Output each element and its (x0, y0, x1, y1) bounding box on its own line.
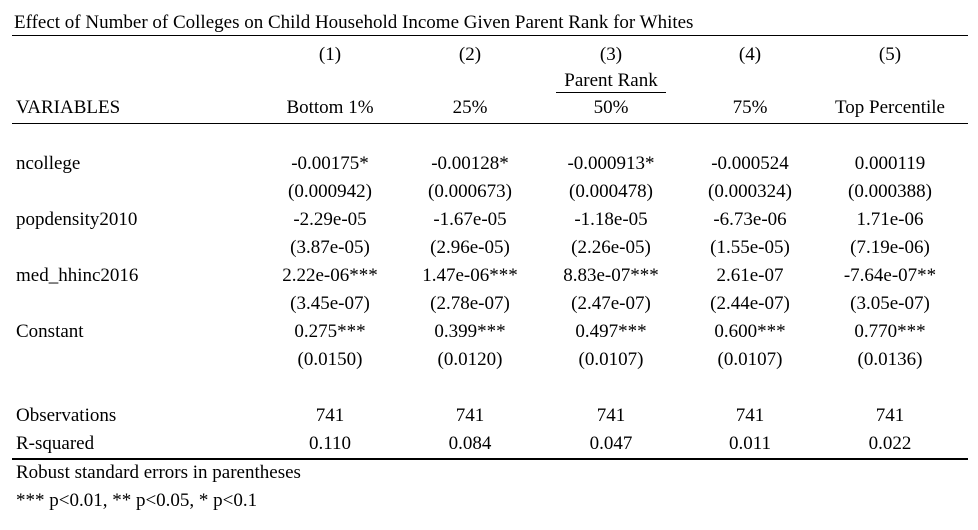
stat-value: 0.110 (308, 433, 352, 454)
stat-value: 741 (596, 405, 626, 426)
row-label-constant: Constant (16, 321, 84, 342)
coef: -1.18e-05 (574, 209, 648, 230)
note-significance: *** p<0.01, ** p<0.05, * p<0.1 (16, 490, 258, 511)
col-number-4: (4) (738, 44, 762, 65)
row-label-ncollege: ncollege (16, 153, 81, 174)
row-label-popdensity2010: popdensity2010 (16, 209, 138, 230)
std-error: (2.44e-07) (710, 293, 790, 314)
row-label-med-hhinc2016: med_hhinc2016 (16, 265, 139, 286)
col-number-3: (3) (599, 44, 623, 65)
rule-top (12, 35, 968, 36)
group-label-underline (556, 92, 666, 93)
coef: -0.00128* (431, 153, 509, 174)
std-error: (0.000324) (708, 181, 792, 202)
col-name-5: Top Percentile (835, 97, 945, 118)
std-error: (3.45e-07) (290, 293, 370, 314)
std-error: (3.87e-05) (290, 237, 370, 258)
col-number-2: (2) (458, 44, 482, 65)
std-error: (0.0136) (857, 349, 923, 370)
row-label-r-squared: R-squared (16, 433, 95, 454)
std-error: (2.78e-07) (430, 293, 510, 314)
col-number-1: (1) (318, 44, 342, 65)
std-error: (3.05e-07) (850, 293, 930, 314)
coef: 0.275*** (294, 321, 366, 342)
coef: 0.000119 (854, 153, 926, 174)
std-error: (0.000478) (569, 181, 653, 202)
coef: 0.600*** (714, 321, 786, 342)
col-name-2: 25% (452, 97, 488, 118)
stat-value: 741 (315, 405, 345, 426)
std-error: (0.0107) (717, 349, 783, 370)
coef: -1.67e-05 (433, 209, 507, 230)
std-error: (0.0150) (297, 349, 363, 370)
std-error: (7.19e-06) (850, 237, 930, 258)
col-name-3: 50% (593, 97, 629, 118)
stat-value: 741 (875, 405, 905, 426)
coef: -7.64e-07** (843, 265, 937, 286)
coef: 0.770*** (854, 321, 926, 342)
group-label-parent-rank: Parent Rank (564, 70, 658, 91)
note-robust-se: Robust standard errors in parentheses (16, 462, 301, 483)
col-name-4: 75% (732, 97, 768, 118)
row-label-observations: Observations (16, 405, 117, 426)
std-error: (0.000388) (848, 181, 932, 202)
std-error: (0.0120) (437, 349, 503, 370)
rule-header (12, 123, 968, 124)
std-error: (1.55e-05) (710, 237, 790, 258)
stat-value: 741 (735, 405, 765, 426)
std-error: (2.47e-07) (571, 293, 651, 314)
coef: -2.29e-05 (293, 209, 367, 230)
table-title: Effect of Number of Colleges on Child Ho… (14, 12, 694, 33)
std-error: (0.000673) (428, 181, 512, 202)
stat-value: 0.047 (589, 433, 633, 454)
coef: 2.22e-06*** (282, 265, 378, 286)
std-error: (2.26e-05) (571, 237, 651, 258)
std-error: (0.0107) (578, 349, 644, 370)
coef: 0.497*** (575, 321, 647, 342)
coef: 1.47e-06*** (422, 265, 518, 286)
std-error: (0.000942) (288, 181, 372, 202)
coef: 1.71e-06 (856, 209, 924, 230)
coef: -6.73e-06 (713, 209, 787, 230)
col-name-1: Bottom 1% (286, 97, 374, 118)
rule-bottom (12, 458, 968, 460)
stat-value: 741 (455, 405, 485, 426)
coef: -0.000913* (567, 153, 655, 174)
stat-value: 0.022 (868, 433, 912, 454)
coef: 2.61e-07 (716, 265, 784, 286)
coef: 8.83e-07*** (563, 265, 659, 286)
stat-value: 0.011 (728, 433, 772, 454)
std-error: (2.96e-05) (430, 237, 510, 258)
coef: -0.000524 (711, 153, 789, 174)
variables-header: VARIABLES (16, 97, 121, 118)
coef: 0.399*** (434, 321, 506, 342)
stat-value: 0.084 (448, 433, 492, 454)
col-number-5: (5) (878, 44, 902, 65)
coef: -0.00175* (291, 153, 369, 174)
